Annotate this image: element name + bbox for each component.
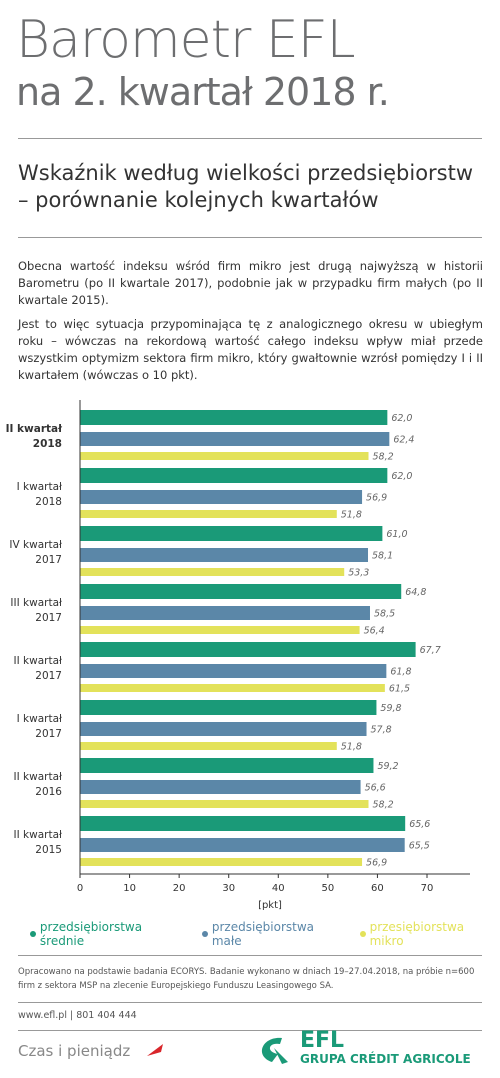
value-label: 59,2 — [377, 761, 398, 772]
contact: www.efl.pl | 801 404 444 — [18, 1010, 137, 1021]
bar — [80, 816, 406, 831]
divider — [18, 237, 482, 238]
category-label: IV kwartał 2017 — [9, 539, 62, 566]
value-label: 51,8 — [341, 742, 362, 753]
divider — [18, 1030, 482, 1031]
brand-group: GRUPA CRÉDIT AGRICOLE — [300, 1052, 471, 1066]
paragraph: Obecna wartość indeksu wśród firm mikro … — [18, 259, 483, 307]
legend-item: przesiębiorstwa mikro — [359, 920, 500, 948]
bar — [80, 780, 361, 794]
chart: 62,0 62,0 61,0 64,8 67,7 59,8 59,2 65,6 62,4 56,9… — [77, 400, 470, 911]
value-label: 56,9 — [366, 858, 387, 869]
value-label: 65,5 — [409, 841, 430, 852]
bar — [80, 584, 402, 599]
legend-dot — [359, 931, 366, 937]
value-label: 58,1 — [372, 551, 393, 562]
value-label: 64,8 — [405, 587, 426, 598]
value-label: 61,5 — [389, 684, 410, 695]
logo-icon — [261, 1037, 288, 1064]
x-tick-label: 70 — [421, 883, 434, 894]
category-label: II kwartał 2015 — [13, 829, 63, 856]
bar — [80, 510, 337, 518]
x-tick-label: 20 — [173, 883, 186, 894]
value-label: 58,2 — [373, 452, 394, 463]
legend-label: przedsiębiorstwa małe — [211, 920, 315, 948]
slogan: Czas i pieniądz — [18, 1042, 131, 1060]
value-label: 56,4 — [364, 626, 385, 637]
x-tick-label: 0 — [77, 883, 83, 894]
bar — [80, 642, 416, 657]
heading: Wskaźnik według wielkości przedsiębiorst… — [18, 161, 474, 212]
value-label: 51,8 — [341, 510, 362, 521]
bar — [80, 664, 387, 678]
bar — [80, 700, 377, 715]
value-label: 62,0 — [391, 413, 412, 424]
legend: przedsiębiorstwa średnie przedsiębiorstwa… — [30, 920, 500, 948]
category-labels: II kwartał 2018 I kwartał 2018 IV kwartał … — [0, 400, 80, 880]
value-label: 61,0 — [386, 529, 407, 540]
legend-label: przesiębiorstwa mikro — [369, 920, 465, 948]
x-tick-label: 30 — [222, 883, 235, 894]
legend-item: przedsiębiorstwa małe — [201, 920, 346, 948]
category-label: I kwartał 2017 — [16, 713, 62, 740]
bar — [80, 858, 363, 866]
x-axis-label: [pkt] — [258, 900, 282, 911]
legend-label: przedsiębiorstwa średnie — [39, 920, 143, 948]
bar — [80, 606, 370, 620]
divider — [18, 955, 482, 956]
category-label: II kwartał 2017 — [13, 655, 63, 682]
value-label: 56,6 — [365, 783, 386, 794]
slogan-mark — [147, 1044, 163, 1056]
value-label: 62,4 — [393, 435, 414, 446]
bar — [80, 800, 369, 808]
x-tick-label: 10 — [123, 883, 136, 894]
bar — [80, 722, 367, 736]
bar — [80, 548, 369, 562]
divider — [18, 138, 482, 139]
category-label: III kwartał 2017 — [10, 597, 62, 624]
category-label: II kwartał 2018 — [5, 423, 62, 450]
bar — [80, 526, 383, 541]
bar — [80, 742, 337, 750]
bar — [80, 490, 363, 504]
divider — [18, 1002, 482, 1003]
bar — [80, 432, 390, 446]
value-label: 62,0 — [391, 471, 412, 482]
legend-dot — [201, 931, 208, 937]
category-label: II kwartał 2016 — [13, 771, 63, 798]
x-tick-label: 60 — [371, 883, 384, 894]
x-tick-label: 50 — [321, 883, 334, 894]
value-label: 57,8 — [371, 725, 392, 736]
value-label: 58,2 — [373, 800, 394, 811]
paragraph: Jest to więc sytuacja przypominająca tę … — [18, 317, 483, 382]
bar — [80, 452, 369, 460]
x-tick-label: 40 — [272, 883, 285, 894]
subtitle: na 2. kwartał 2018 r. — [16, 70, 390, 114]
value-label: 58,5 — [374, 609, 395, 620]
bar — [80, 410, 388, 425]
legend-item: przedsiębiorstwa średnie — [30, 920, 188, 948]
source-note: Opracowano na podstawie badania ECORYS. … — [18, 967, 475, 991]
bar — [80, 626, 360, 634]
bar — [80, 758, 374, 773]
brand: EFL — [300, 1028, 345, 1053]
legend-dot — [30, 931, 36, 937]
value-label: 67,7 — [420, 645, 441, 656]
value-label: 56,9 — [366, 493, 387, 504]
value-label: 53,3 — [348, 568, 369, 579]
value-label: 59,8 — [380, 703, 401, 714]
title: Barometr EFL — [16, 10, 356, 70]
value-label: 61,8 — [390, 667, 411, 678]
bar — [80, 684, 385, 692]
bar — [80, 838, 405, 852]
category-label: I kwartał 2018 — [16, 481, 62, 508]
bar — [80, 568, 345, 576]
value-label: 65,6 — [409, 819, 430, 830]
bar — [80, 468, 388, 483]
